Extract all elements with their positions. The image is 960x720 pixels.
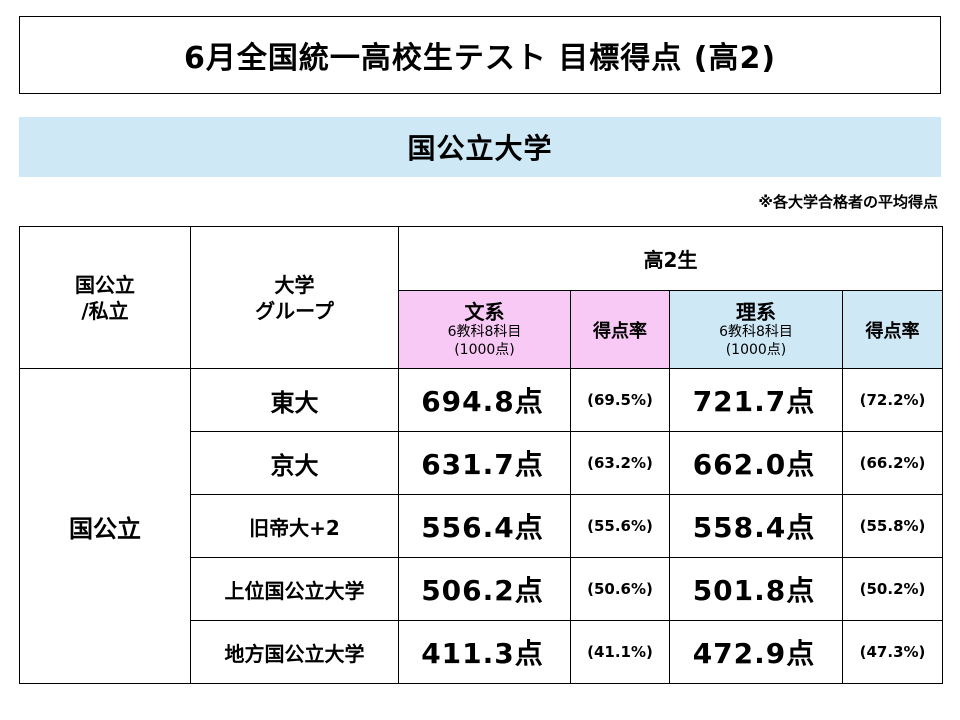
header-grade: 高2生 (397, 226, 944, 291)
footnote: ※各大学合格者の平均得点 (758, 193, 938, 211)
bunkei-score: 556.4点 (398, 494, 571, 558)
page-title: 6月全国統一高校生テスト 目標得点 (高2) (19, 16, 941, 94)
bunkei-score: 694.8点 (398, 368, 571, 432)
table-row: 旧帝大+2 556.4点 (55.6%) 558.4点 (55.8%) (20, 494, 944, 558)
table-row: 京大 631.7点 (63.2%) 662.0点 (66.2%) (20, 431, 944, 495)
bunkei-rate: (55.6%) (570, 494, 670, 558)
bunkei-score: 506.2点 (398, 557, 571, 621)
rikei-score: 472.9点 (669, 620, 843, 684)
bunkei-title: 文系 (464, 299, 505, 324)
rikei-title: 理系 (736, 299, 776, 324)
rikei-rate: (47.3%) (841, 620, 944, 684)
header-type: 国公立 /私立 (19, 226, 191, 369)
bunkei-score: 631.7点 (398, 431, 571, 495)
header-rikei-rate: 得点率 (841, 290, 944, 369)
group-cell: 京大 (190, 431, 399, 495)
group-cell: 上位国公立大学 (190, 557, 399, 621)
rikei-detail: 6教科8科目 (719, 323, 793, 340)
header-group-line1: 大学 (274, 272, 315, 297)
header-group: 大学 グループ (190, 226, 399, 369)
group-cell: 東大 (190, 368, 399, 432)
rikei-score: 662.0点 (669, 431, 843, 495)
section-title: 国公立大学 (19, 117, 941, 177)
rikei-score: 558.4点 (669, 494, 843, 558)
bunkei-score: 411.3点 (398, 620, 571, 684)
bunkei-detail: 6教科8科目 (447, 323, 522, 340)
header-bunkei: 文系 6教科8科目 (1000点) (398, 290, 571, 369)
header-bunkei-rate: 得点率 (570, 290, 670, 369)
rikei-rate: (66.2%) (841, 431, 944, 495)
rikei-score: 721.7点 (669, 368, 843, 432)
bunkei-rate: (41.1%) (570, 620, 670, 684)
header-type-line1: 国公立 (75, 272, 135, 297)
rikei-rate: (72.2%) (841, 368, 944, 432)
table-row: 国公立 東大 694.8点 (69.5%) 721.7点 (72.2%) (19, 368, 944, 684)
rikei-max: (1000点) (725, 341, 787, 358)
bunkei-rate: (69.5%) (570, 368, 670, 432)
bunkei-max: (1000点) (454, 341, 515, 358)
group-cell: 地方国公立大学 (190, 620, 399, 684)
bunkei-rate: (50.6%) (570, 557, 670, 621)
header-group-line2: グループ (255, 298, 334, 323)
group-cell: 旧帝大+2 (190, 494, 399, 558)
table-row: 地方国公立大学 411.3点 (41.1%) 472.9点 (47.3%) (20, 620, 944, 684)
header-type-line2: /私立 (81, 298, 129, 323)
header-rikei: 理系 6教科8科目 (1000点) (669, 290, 843, 369)
rikei-rate: (55.8%) (841, 494, 944, 558)
rikei-rate: (50.2%) (841, 557, 944, 621)
bunkei-rate: (63.2%) (570, 431, 670, 495)
rikei-score: 501.8点 (669, 557, 843, 621)
score-table: 国公立 /私立 大学 グループ 高2生 文系 6教科8科目 (1000点) 得点… (19, 226, 944, 684)
type-cell: 国公立 (19, 368, 191, 684)
